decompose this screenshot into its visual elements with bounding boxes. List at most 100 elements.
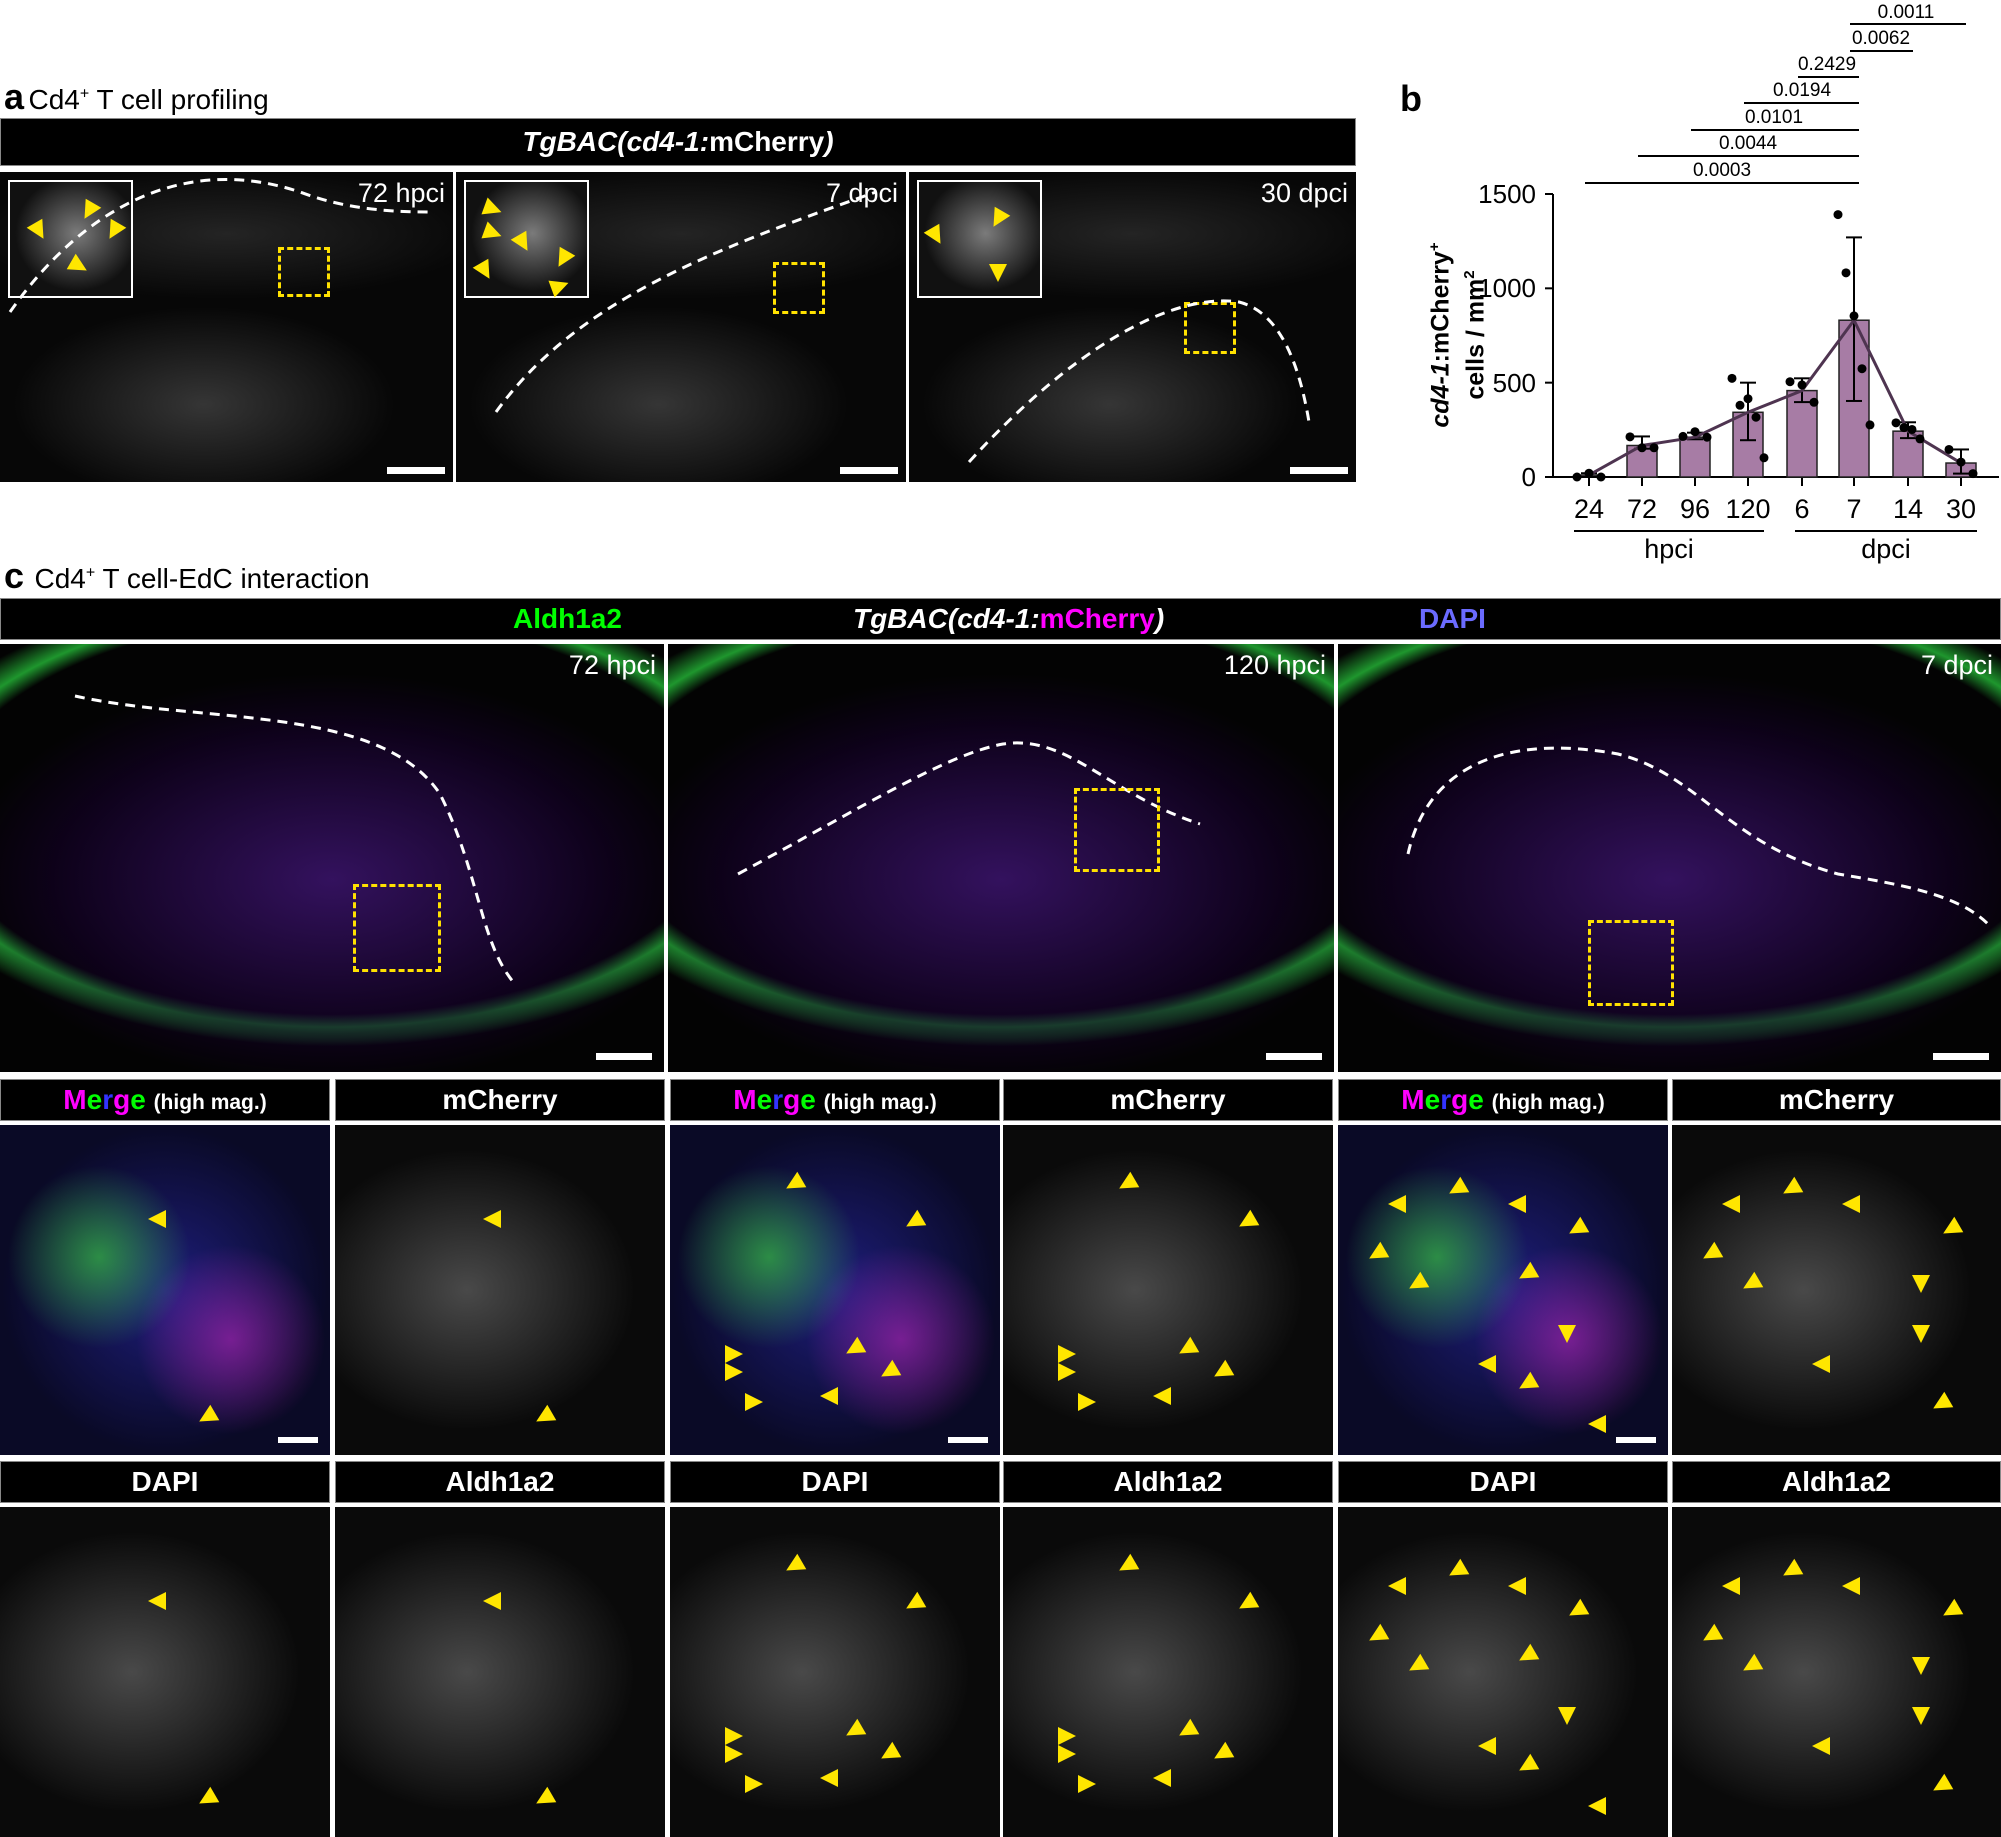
arrowhead-icon (1778, 1558, 1804, 1584)
scale-bar (387, 467, 445, 474)
arrowhead-icon (1209, 1741, 1235, 1767)
scale-bar (948, 1437, 988, 1443)
arrowhead-icon (1938, 1598, 1964, 1624)
arrowhead-icon (1912, 1325, 1930, 1343)
aldh1a2-high-mag-72hpci (335, 1507, 665, 1837)
data-point (1751, 412, 1761, 422)
bar-chart (1545, 23, 1999, 486)
data-point (1833, 210, 1843, 220)
mcherry-high-mag-7dpci (1672, 1125, 2001, 1455)
label-bar-mcherry: mCherry (1003, 1079, 1333, 1121)
arrowhead-icon (1478, 1355, 1496, 1373)
label-bar-dapi: DAPI (0, 1461, 330, 1503)
arrowhead-icon (1058, 1363, 1076, 1381)
arrowhead-icon (725, 1745, 743, 1763)
roi-box (353, 884, 441, 972)
arrowhead-icon (1928, 1391, 1954, 1417)
label-bar-merge: Merge (high mag.) (670, 1079, 1000, 1121)
arrowhead-icon (1722, 1195, 1740, 1213)
mcherry-high-mag-72hpci (335, 1125, 665, 1455)
p-value-label: 0.0062 (1851, 28, 1911, 49)
aldh1a2-high-mag-7dpci (1672, 1507, 2001, 1837)
arrowhead-icon (148, 1592, 166, 1610)
data-point (1915, 434, 1925, 444)
p-value-label: 0.0011 (1877, 2, 1935, 23)
channel-label-dapi: DAPI (1419, 603, 1486, 634)
channel-label-aldh1a2: Aldh1a2 (513, 603, 622, 634)
panel-a-image-30dpci: 30 dpci (909, 172, 1356, 482)
border-zone-dashed-line (967, 299, 1311, 464)
zoom-inset (917, 180, 1042, 298)
arrowhead-icon (1153, 1769, 1171, 1787)
arrowhead-icon (841, 1718, 867, 1744)
arrowhead-icon (1058, 1727, 1076, 1745)
scale-bar (278, 1437, 318, 1443)
arrowhead-icon (1514, 1371, 1540, 1397)
p-value-label: 0.0003 (1692, 160, 1752, 181)
border-zone-dashed-line (1406, 746, 1990, 926)
arrowhead-icon (1514, 1753, 1540, 1779)
timepoint-label: 72 hpci (568, 650, 656, 680)
arrowhead-icon (1514, 1261, 1540, 1287)
x-tick-label: 14 (1892, 494, 1924, 524)
arrowhead-icon (1114, 1171, 1140, 1197)
arrowhead-icon (1388, 1195, 1406, 1213)
arrowhead-icon (531, 1404, 557, 1430)
arrowhead-icon (1722, 1577, 1740, 1595)
y-tick-label: 500 (1492, 368, 1536, 398)
arrowhead-icon (1234, 1591, 1260, 1617)
arrowhead-icon (820, 1769, 838, 1787)
data-point (1865, 420, 1875, 430)
data-point (1637, 443, 1647, 453)
data-point (1690, 427, 1700, 437)
p-value-label: 0.0101 (1744, 107, 1804, 128)
data-point (1891, 418, 1901, 428)
arrowhead-icon (194, 1786, 220, 1812)
arrowhead-icon (1912, 1657, 1930, 1675)
mean-trend-line (1588, 317, 1962, 477)
y-tick-label: 1500 (1478, 179, 1536, 209)
panel-a-header-text: TgBAC(cd4-1:mCherry) (522, 126, 834, 157)
data-point (1956, 457, 1966, 467)
roi-box (1588, 920, 1674, 1006)
x-tick-label: 30 (1945, 494, 1977, 524)
label-bar-dapi: DAPI (1338, 1461, 1668, 1503)
arrowhead-icon (820, 1387, 838, 1405)
zoom-inset (8, 180, 133, 298)
arrowhead-icon (1444, 1558, 1470, 1584)
arrowhead-icon (1588, 1415, 1606, 1433)
timepoint-label: 72 hpci (357, 178, 445, 208)
arrowhead-icon (1588, 1797, 1606, 1815)
dapi-label: DAPI (801, 1466, 869, 1497)
arrowhead-icon (725, 1345, 743, 1363)
arrowhead-icon (1174, 1718, 1200, 1744)
panel-a-letter: a (4, 76, 25, 117)
arrowhead-icon (1912, 1275, 1930, 1293)
group-label-hpci: hpci (1644, 534, 1694, 564)
label-bar-aldh1a2: Aldh1a2 (1672, 1461, 2001, 1503)
panel-a-header-bar: TgBAC(cd4-1:mCherry) (0, 118, 1356, 166)
data-point (1625, 432, 1635, 442)
panel-c-title: Cd4+ T cell-EdC interaction (34, 563, 370, 594)
data-point (1797, 380, 1807, 390)
data-point (1849, 311, 1859, 321)
arrowhead-icon (194, 1404, 220, 1430)
arrowhead-icon (1174, 1336, 1200, 1362)
arrowhead-icon (1364, 1623, 1390, 1649)
scale-bar (840, 467, 898, 474)
label-bar-aldh1a2: Aldh1a2 (1003, 1461, 1333, 1503)
data-point (1735, 400, 1745, 410)
data-point (1841, 268, 1851, 278)
y-tick-label: 1000 (1478, 273, 1536, 303)
arrowhead-icon (1698, 1623, 1724, 1649)
merge-high-mag-7dpci (1338, 1125, 1668, 1455)
border-zone-dashed-line (8, 178, 431, 313)
label-bar-aldh1a2: Aldh1a2 (335, 1461, 665, 1503)
arrowhead-icon (1938, 1216, 1964, 1242)
data-point (1907, 424, 1917, 434)
arrowhead-icon (781, 1553, 807, 1579)
arrowhead-icon (1153, 1387, 1171, 1405)
border-zone-dashed-line (737, 741, 1201, 876)
data-point (1727, 373, 1737, 383)
arrowhead-icon (1364, 1241, 1390, 1267)
